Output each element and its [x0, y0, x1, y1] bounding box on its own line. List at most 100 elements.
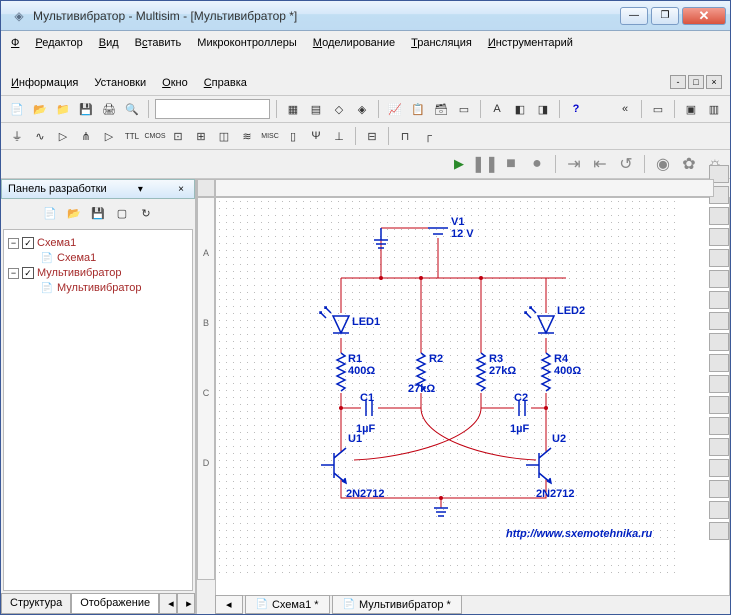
tb-db[interactable]: 🗃 — [431, 99, 451, 119]
scope-button[interactable]: ◉ — [652, 154, 674, 174]
menu-setup[interactable]: Установки — [92, 75, 148, 91]
search-combo[interactable] — [155, 99, 270, 119]
run-button[interactable]: ▶ — [448, 154, 470, 174]
comp-resistor[interactable]: ∿ — [30, 126, 50, 146]
inst-7[interactable] — [709, 291, 729, 309]
inst-8[interactable] — [709, 312, 729, 330]
inst-6[interactable] — [709, 270, 729, 288]
open2-button[interactable]: 📁 — [53, 99, 73, 119]
comp-misc[interactable]: MISC — [260, 126, 280, 146]
tb-help[interactable]: ? — [566, 99, 586, 119]
tb-view1[interactable]: ▣ — [681, 99, 701, 119]
panel-close[interactable]: × — [174, 184, 188, 195]
menu-view[interactable]: Вид — [97, 35, 121, 51]
step-button[interactable]: ⇥ — [563, 154, 585, 174]
inst-4[interactable] — [709, 228, 729, 246]
comp-mixed[interactable]: ◫ — [214, 126, 234, 146]
menu-window[interactable]: Окно — [160, 75, 190, 91]
close-button[interactable]: ✕ — [682, 7, 726, 25]
comp-conn[interactable]: ⊥ — [329, 126, 349, 146]
comp-ground[interactable]: ⏚ — [7, 126, 27, 146]
sp-open[interactable]: 📂 — [64, 203, 84, 223]
collapse-icon[interactable]: − — [8, 238, 19, 249]
inst-5[interactable] — [709, 249, 729, 267]
sp-del[interactable]: ↻ — [136, 203, 156, 223]
menu-edit[interactable]: Редактор — [33, 35, 84, 51]
menu-insert[interactable]: Вставить — [133, 35, 184, 51]
pause-button[interactable]: ❚❚ — [474, 154, 496, 174]
print-button[interactable]: 🖨 — [99, 99, 119, 119]
tb-graph[interactable]: 📈 — [385, 99, 405, 119]
menu-info[interactable]: Информация — [9, 75, 80, 91]
inst-14[interactable] — [709, 438, 729, 456]
tree-root-2[interactable]: − ✓ Мультивибратор — [8, 266, 188, 280]
tab-scroll-right[interactable]: ▸ — [177, 593, 195, 614]
open-button[interactable]: 📂 — [30, 99, 50, 119]
sp-save[interactable]: 💾 — [88, 203, 108, 223]
panel-dropdown[interactable]: ▾ — [134, 184, 147, 195]
stop-button[interactable]: ■ — [500, 154, 522, 174]
tab-structure[interactable]: Структура — [1, 593, 71, 614]
tb-b[interactable]: ◧ — [510, 99, 530, 119]
comp-misc1[interactable]: ⊡ — [168, 126, 188, 146]
mdi-restore[interactable]: □ — [688, 75, 704, 89]
comp-cmos[interactable]: CMOS — [145, 126, 165, 146]
inst-18[interactable] — [709, 522, 729, 540]
menu-mcu[interactable]: Микроконтроллеры — [195, 35, 299, 51]
minimize-button[interactable]: — — [620, 7, 648, 25]
inst-11[interactable] — [709, 375, 729, 393]
checkbox-icon[interactable]: ✓ — [22, 237, 34, 249]
comp-ind[interactable]: ≋ — [237, 126, 257, 146]
comp-hier[interactable]: ⊓ — [395, 126, 415, 146]
menu-file[interactable]: Ф — [9, 35, 21, 51]
tb-list[interactable]: 📋 — [408, 99, 428, 119]
inst-13[interactable] — [709, 417, 729, 435]
tb-undo[interactable]: « — [615, 99, 635, 119]
menu-simulate[interactable]: Моделирование — [311, 35, 397, 51]
inst-15[interactable] — [709, 459, 729, 477]
comp-transistor[interactable]: ⋔ — [76, 126, 96, 146]
doc-tab-1[interactable]: 📄 Схема1 * — [245, 595, 330, 614]
inst-3[interactable] — [709, 207, 729, 225]
comp-diode[interactable]: ▷ — [53, 126, 73, 146]
mdi-close[interactable]: × — [706, 75, 722, 89]
tb-comp1[interactable]: ◇ — [329, 99, 349, 119]
mdi-minimize[interactable]: - — [670, 75, 686, 89]
new-button[interactable]: 📄 — [7, 99, 27, 119]
titlebar[interactable]: ◈ Мультивибратор - Multisim - [Мультивиб… — [1, 1, 730, 31]
tab-display[interactable]: Отображение — [71, 593, 159, 614]
menu-translate[interactable]: Трансляция — [409, 35, 474, 51]
step3-button[interactable]: ↺ — [615, 154, 637, 174]
tb-a[interactable]: A — [487, 99, 507, 119]
inst-16[interactable] — [709, 480, 729, 498]
comp-ttl[interactable]: TTL — [122, 126, 142, 146]
tb-design[interactable]: ▭ — [648, 99, 668, 119]
save-button[interactable]: 💾 — [76, 99, 96, 119]
collapse-icon[interactable]: − — [8, 268, 19, 279]
analyze-button[interactable]: ✿ — [678, 154, 700, 174]
menu-help[interactable]: Справка — [202, 75, 249, 91]
tb-sheet[interactable]: ▤ — [306, 99, 326, 119]
comp-opamp[interactable]: ▷ — [99, 126, 119, 146]
comp-bus[interactable]: ⊟ — [362, 126, 382, 146]
comp-rf[interactable]: ▯ — [283, 126, 303, 146]
canvas-viewport[interactable]: V1 12 V LED1 LED2 R1 400Ω R2 27kΩ R3 27k… — [215, 197, 730, 596]
doc-tab-2[interactable]: 📄 Мультивибратор * — [332, 595, 462, 614]
checkbox-icon[interactable]: ✓ — [22, 267, 34, 279]
menu-tools[interactable]: Инструментарий — [486, 35, 575, 51]
doc-tab-nav-left[interactable]: ◂ — [215, 595, 243, 614]
comp-misc2[interactable]: ⊞ — [191, 126, 211, 146]
inst-10[interactable] — [709, 354, 729, 372]
tab-scroll-left[interactable]: ◂ — [159, 593, 177, 614]
tb-view2[interactable]: ▥ — [704, 99, 724, 119]
tree-child-1[interactable]: 📄 Схема1 — [40, 250, 188, 266]
inst-9[interactable] — [709, 333, 729, 351]
inst-17[interactable] — [709, 501, 729, 519]
sp-new[interactable]: 📄 — [40, 203, 60, 223]
record-button[interactable]: ● — [526, 154, 548, 174]
comp-junc[interactable]: ┌ — [418, 126, 438, 146]
schematic-canvas[interactable]: V1 12 V LED1 LED2 R1 400Ω R2 27kΩ R3 27k… — [216, 198, 681, 578]
sp-sheet[interactable]: ▢ — [112, 203, 132, 223]
maximize-button[interactable]: ❐ — [651, 7, 679, 25]
tb-grid[interactable]: ▦ — [283, 99, 303, 119]
